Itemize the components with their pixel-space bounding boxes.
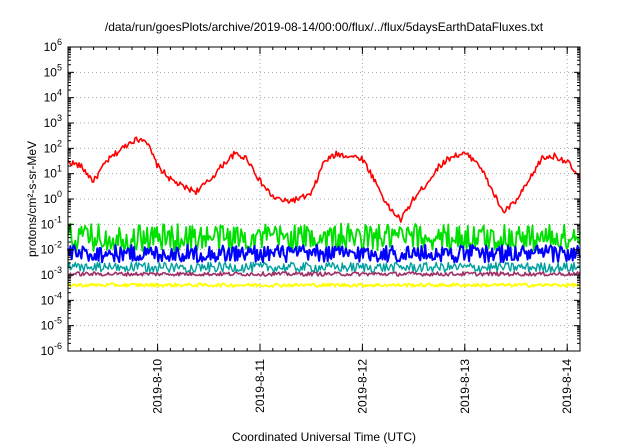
x-axis-ticks: 2019-8-10 2019-8-11 2019-8-12 2019-8-13 2019…: [67, 47, 581, 414]
y-tick-label: 10-5: [41, 316, 62, 333]
y-tick-label: 100: [44, 189, 62, 206]
x-tick-label: 2019-8-14: [560, 359, 574, 414]
y-tick-label: 10-1: [41, 214, 62, 231]
x-axis-label: Coordinated Universal Time (UTC): [232, 430, 416, 444]
y-tick-label: 104: [44, 88, 62, 105]
y-tick-label: 101: [44, 164, 62, 181]
y-axis-ticks: 10-6 10-5 10-4 10-3 10-2 10-1 100 101 102 103 104 1…: [41, 37, 580, 358]
y-tick-label: 105: [44, 62, 62, 79]
series-line-6: [67, 282, 581, 288]
y-tick-label: 103: [44, 113, 62, 130]
y-tick-label: 106: [44, 37, 62, 54]
chart-title: /data/run/goesPlots/archive/2019-08-14/0…: [105, 20, 544, 34]
y-tick-label: 10-4: [41, 290, 62, 307]
series-line-4: [67, 261, 581, 274]
series-layer: [67, 136, 581, 288]
y-axis-label: protons/cm²-s-sr-MeV: [25, 141, 39, 257]
x-tick-label: 2019-8-13: [458, 359, 472, 414]
series-line-2: [67, 222, 581, 253]
y-tick-label: 10-6: [41, 341, 62, 358]
grid: [68, 47, 580, 351]
series-line-3: [67, 243, 581, 264]
y-tick-label: 102: [44, 138, 62, 155]
y-tick-label: 10-3: [41, 265, 62, 282]
y-tick-label: 10-2: [41, 240, 62, 257]
x-tick-label: 2019-8-12: [355, 359, 369, 414]
x-tick-label: 2019-8-10: [151, 359, 165, 414]
series-line-1: [67, 136, 581, 223]
x-tick-label: 2019-8-11: [253, 359, 267, 413]
series-line-5: [67, 271, 581, 277]
